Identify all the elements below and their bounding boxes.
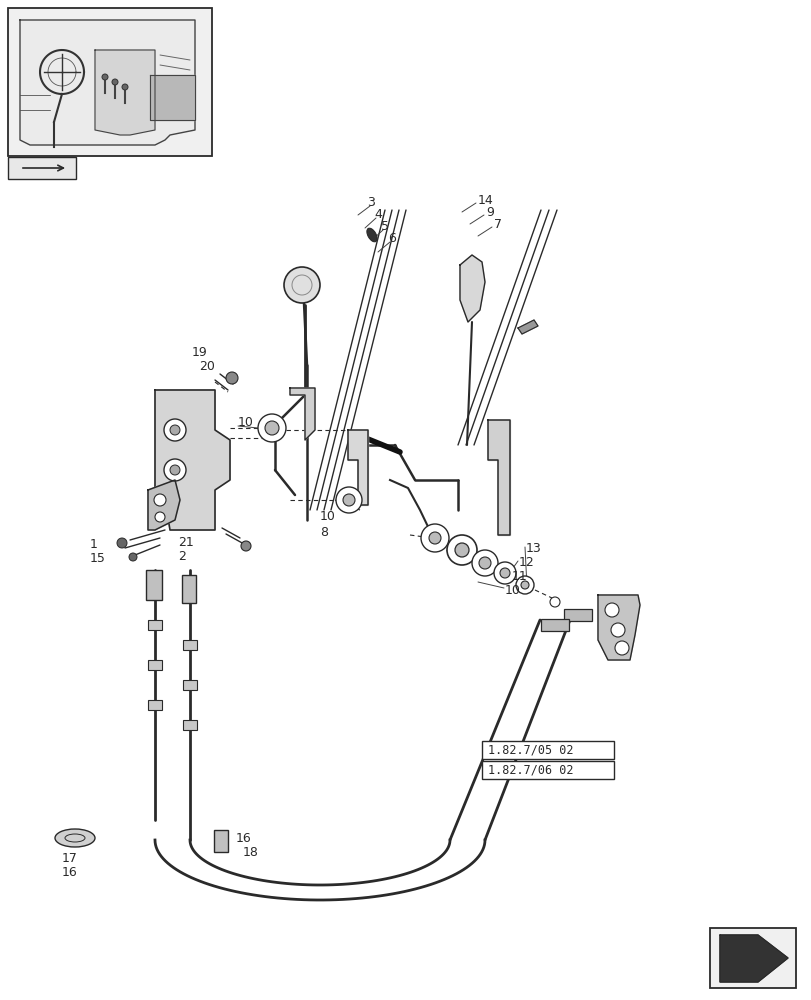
Circle shape bbox=[420, 524, 448, 552]
Text: 15: 15 bbox=[90, 552, 105, 564]
Ellipse shape bbox=[367, 228, 376, 242]
Text: 1.82.7/06 02: 1.82.7/06 02 bbox=[487, 764, 573, 776]
Bar bbox=[540, 619, 569, 631]
Bar bbox=[214, 830, 228, 852]
Text: 7: 7 bbox=[493, 218, 501, 231]
Polygon shape bbox=[150, 75, 195, 120]
Circle shape bbox=[117, 538, 127, 548]
Polygon shape bbox=[597, 595, 639, 660]
Bar bbox=[148, 620, 162, 630]
Text: 12: 12 bbox=[518, 556, 534, 568]
Circle shape bbox=[112, 79, 118, 85]
Bar bbox=[182, 720, 197, 730]
Circle shape bbox=[336, 487, 362, 513]
Polygon shape bbox=[719, 935, 787, 982]
Text: 5: 5 bbox=[380, 221, 388, 233]
Circle shape bbox=[478, 557, 491, 569]
Text: 19: 19 bbox=[191, 346, 208, 359]
Text: 10: 10 bbox=[238, 416, 254, 430]
Text: 16: 16 bbox=[62, 865, 78, 879]
Text: 3: 3 bbox=[367, 196, 375, 210]
Text: 20: 20 bbox=[199, 360, 215, 372]
Circle shape bbox=[169, 425, 180, 435]
Circle shape bbox=[471, 550, 497, 576]
Text: 13: 13 bbox=[526, 542, 541, 554]
Bar bbox=[148, 700, 162, 710]
Circle shape bbox=[454, 543, 469, 557]
Bar bbox=[8, 8, 212, 156]
Polygon shape bbox=[517, 320, 538, 334]
Circle shape bbox=[225, 372, 238, 384]
Bar bbox=[146, 570, 162, 600]
Circle shape bbox=[493, 562, 515, 584]
Circle shape bbox=[264, 421, 279, 435]
Ellipse shape bbox=[55, 829, 95, 847]
Circle shape bbox=[604, 603, 618, 617]
Bar bbox=[182, 680, 197, 690]
Bar bbox=[709, 928, 795, 988]
Text: 1: 1 bbox=[90, 538, 98, 552]
Polygon shape bbox=[148, 480, 180, 530]
Text: 11: 11 bbox=[512, 570, 527, 582]
Text: 10: 10 bbox=[320, 510, 336, 524]
Circle shape bbox=[164, 419, 186, 441]
Text: 9: 9 bbox=[486, 206, 493, 219]
Circle shape bbox=[169, 465, 180, 475]
Bar bbox=[182, 640, 197, 650]
Circle shape bbox=[446, 535, 476, 565]
Bar bbox=[564, 609, 591, 621]
Polygon shape bbox=[460, 255, 484, 322]
Text: 4: 4 bbox=[374, 209, 381, 222]
Text: 14: 14 bbox=[478, 194, 493, 207]
Text: 2: 2 bbox=[178, 550, 186, 564]
FancyBboxPatch shape bbox=[482, 761, 613, 779]
Polygon shape bbox=[290, 388, 315, 440]
Text: 17: 17 bbox=[62, 852, 78, 864]
Bar bbox=[8, 157, 76, 179]
Bar bbox=[148, 660, 162, 670]
Polygon shape bbox=[487, 420, 509, 535]
Circle shape bbox=[515, 576, 534, 594]
Text: 1.82.7/05 02: 1.82.7/05 02 bbox=[487, 744, 573, 756]
Polygon shape bbox=[155, 390, 230, 530]
Polygon shape bbox=[95, 50, 155, 135]
Text: 18: 18 bbox=[242, 846, 259, 858]
Circle shape bbox=[154, 494, 165, 506]
Circle shape bbox=[500, 568, 509, 578]
Circle shape bbox=[241, 541, 251, 551]
FancyBboxPatch shape bbox=[482, 741, 613, 759]
Circle shape bbox=[155, 512, 165, 522]
Circle shape bbox=[102, 74, 108, 80]
Text: 21: 21 bbox=[178, 536, 194, 550]
Circle shape bbox=[428, 532, 440, 544]
Polygon shape bbox=[20, 20, 195, 145]
Circle shape bbox=[521, 581, 528, 589]
Text: 8: 8 bbox=[320, 526, 328, 538]
Text: 6: 6 bbox=[388, 232, 396, 245]
Polygon shape bbox=[348, 430, 367, 505]
Circle shape bbox=[284, 267, 320, 303]
Circle shape bbox=[258, 414, 285, 442]
Bar bbox=[182, 575, 195, 603]
Circle shape bbox=[614, 641, 629, 655]
Text: 10: 10 bbox=[504, 584, 520, 596]
Circle shape bbox=[129, 553, 137, 561]
Circle shape bbox=[610, 623, 624, 637]
Circle shape bbox=[342, 494, 354, 506]
Circle shape bbox=[164, 459, 186, 481]
Text: 16: 16 bbox=[236, 832, 251, 844]
Circle shape bbox=[122, 84, 128, 90]
